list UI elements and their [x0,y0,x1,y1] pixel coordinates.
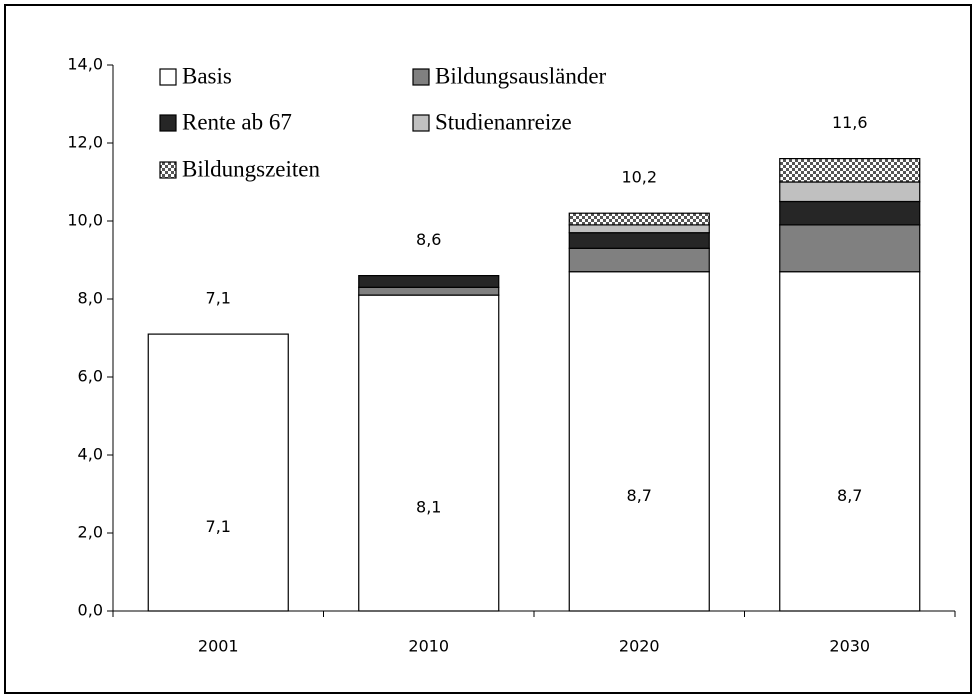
y-tick-label: 4,0 [78,445,103,464]
y-tick-label: 8,0 [78,289,103,308]
legend-swatch [412,68,430,86]
segment-label: 7,1 [206,517,231,536]
bar-segment [779,271,921,612]
frame [4,4,972,694]
y-tick-label: 10,0 [67,211,103,230]
y-tick-label: 6,0 [78,367,103,386]
bar-segment [358,275,500,288]
bar-segment [568,247,710,273]
x-tick-label: 2020 [619,637,660,656]
bar-segment [779,181,921,203]
y-tick-label: 0,0 [78,601,103,620]
total-label: 10,2 [621,168,657,187]
bar-segment [779,158,921,183]
y-tick-label: 2,0 [78,523,103,542]
x-tick-label: 2030 [829,637,870,656]
bar-segment [779,224,921,273]
legend-label: Bildungsausländer [435,63,607,88]
segment-label: 8,1 [416,498,441,517]
bar-segment [358,294,500,612]
bar-segment [568,224,710,234]
bar-segment [568,271,710,612]
legend-label: Studienanreize [435,109,572,134]
bar-segment [568,232,710,249]
legend-swatch [159,68,177,86]
bar-segment [779,200,921,226]
bar-segment [568,212,710,226]
y-tick-label: 14,0 [67,55,103,74]
total-label: 7,1 [206,289,231,308]
x-tick-label: 2001 [198,637,239,656]
legend-label: Basis [182,63,232,88]
x-tick-label: 2010 [408,637,449,656]
legend-label: Rente ab 67 [182,109,292,134]
legend-swatch [412,114,430,132]
total-label: 8,6 [416,230,441,249]
total-label: 11,6 [832,113,868,132]
segment-label: 8,7 [627,486,652,505]
segment-label: 8,7 [837,486,862,505]
bar-segment [147,333,289,612]
bar-segment [358,286,500,296]
y-tick-label: 12,0 [67,133,103,152]
legend-swatch [159,114,177,132]
legend-swatch [159,161,177,179]
legend-label: Bildungszeiten [182,156,320,181]
